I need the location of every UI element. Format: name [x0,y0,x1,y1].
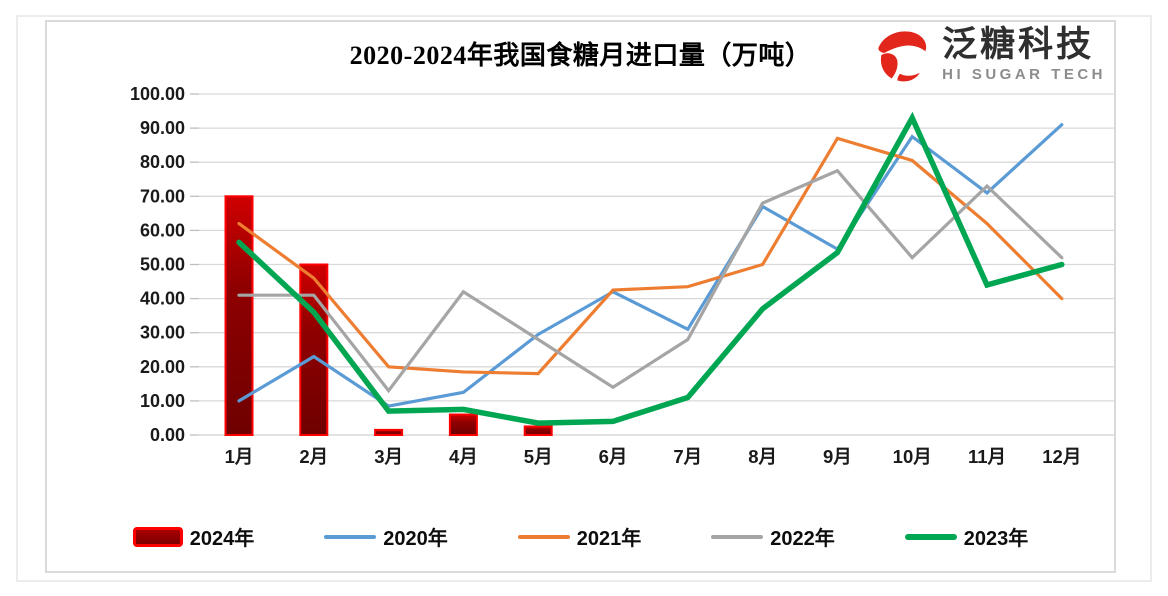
legend-swatch-line-2022 [711,534,764,539]
legend-label: 2024年 [189,528,255,550]
legend-label: 2021年 [576,528,642,550]
x-axis-label: 10月 [893,446,932,467]
logo-text: 泛糖科技 HI SUGAR TECH [942,25,1106,83]
chart-title: 2020-2024年我国食糖月进口量（万吨） [349,41,812,70]
legend-swatch-bar-2024 [132,526,183,547]
line-layer [236,111,1065,426]
x-axis-label: 4月 [449,446,478,467]
legend-item-2022: 2022年 [711,522,835,551]
series-line-2022年 [237,168,1064,394]
x-axis-label: 5月 [524,446,553,467]
red-swirl-logo-icon [878,31,927,82]
x-axis-label: 3月 [374,446,403,467]
bar-2024年-2月 [299,263,329,436]
y-axis-label: 0.00 [150,425,185,445]
axis-layer: 100.00 90.00 80.00 70.00 60.00 50.00 40.00 30.0… [130,84,1081,467]
x-axis-label: 9月 [823,446,852,467]
bar-2024年-5月 [523,425,553,437]
chart-card: 2020-2024年我国食糖月进口量（万吨） 泛糖科技 HI SUGAR TEC… [45,20,1116,573]
y-axis-label: 90.00 [140,118,185,138]
legend-swatch-line-2021 [517,534,570,539]
chart-legend: 2024年 2020年 2021年 2022年 2023年 [47,522,1114,551]
y-axis-label: 40.00 [140,289,185,309]
y-axis-label: 70.00 [140,186,185,206]
x-axis-label: 2月 [299,446,328,467]
legend-label: 2020年 [383,528,448,550]
bar-2024年-3月 [374,428,404,437]
series-line-2021年 [237,136,1064,376]
bar-2024年-4月 [448,413,478,437]
y-axis-label: 100.00 [130,84,185,104]
chart-canvas: 100.00 90.00 80.00 70.00 60.00 50.00 40.00 30.0… [130,84,1114,467]
x-axis-label: 7月 [673,446,702,467]
y-axis-label: 80.00 [140,152,185,172]
legend-label: 2022年 [770,528,835,550]
legend-swatch-line-2020 [324,534,377,539]
brand-logo: 泛糖科技 HI SUGAR TECH [872,25,1106,85]
legend-item-2024: 2024年 [132,522,255,551]
legend-label: 2023年 [963,528,1029,550]
legend-item-2020: 2020年 [324,522,448,551]
legend-swatch-line-2023 [904,533,957,540]
logo-name: 泛糖科技 [942,25,1095,65]
x-axis-label: 12月 [1042,446,1081,467]
y-axis-label: 30.00 [140,323,185,343]
y-axis-label: 60.00 [140,220,185,240]
y-axis-label: 20.00 [140,357,185,377]
x-axis-label: 8月 [748,446,777,467]
logo-subtitle: HI SUGAR TECH [942,65,1106,83]
x-axis-label: 1月 [225,446,254,467]
legend-item-2021: 2021年 [517,522,642,551]
series-line-2023年 [236,111,1065,426]
x-axis-label: 6月 [599,446,628,467]
x-axis-label: 11月 [968,446,1006,467]
y-axis-label: 50.00 [140,255,185,275]
y-axis-label: 10.00 [140,391,185,411]
legend-item-2023: 2023年 [904,522,1029,551]
